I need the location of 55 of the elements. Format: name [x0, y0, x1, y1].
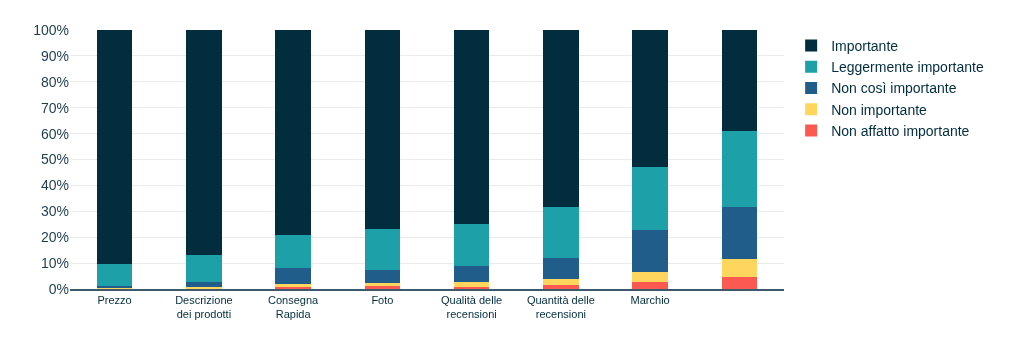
y-tick-label: 20%	[40, 229, 69, 246]
legend-label: Importante	[831, 38, 899, 55]
y-tick-label: 90%	[40, 47, 69, 64]
bar	[364, 286, 401, 289]
y-tick-label: 0%	[48, 280, 69, 297]
y-tick-label: 40%	[40, 177, 69, 194]
bar	[453, 286, 490, 289]
x-tick-label: Marchio	[630, 293, 670, 306]
bar	[721, 30, 758, 132]
y-tick-label: 30%	[40, 203, 69, 220]
bar	[453, 30, 490, 225]
bar	[364, 229, 401, 271]
legend-label: Non così importante	[831, 80, 957, 97]
bar	[543, 285, 579, 289]
bar	[453, 281, 490, 287]
x-tick-label: Foto	[371, 293, 394, 306]
y-tick-label: 10%	[40, 255, 69, 271]
bar	[721, 276, 758, 289]
bar	[543, 257, 579, 279]
bar	[543, 207, 579, 258]
bar	[364, 270, 401, 283]
x-tick-label: Quantità delle recensioni	[526, 293, 595, 321]
bar	[632, 271, 668, 283]
y-tick-label: 60%	[40, 125, 69, 142]
bar	[96, 263, 133, 286]
legend-label: Leggermente importante	[831, 59, 984, 76]
bar	[632, 230, 668, 272]
y-tick-label: 80%	[40, 73, 69, 90]
bar	[275, 30, 311, 235]
bar	[186, 30, 222, 256]
bar	[96, 30, 133, 264]
bar	[543, 278, 579, 286]
bar	[632, 282, 668, 289]
bar	[543, 30, 579, 208]
legend-label: Non importante	[831, 101, 928, 118]
y-tick-label: 100%	[33, 21, 69, 38]
bar	[632, 30, 668, 168]
bar	[632, 167, 668, 231]
x-tick-label: Prezzo	[97, 293, 132, 306]
x-tick-label: Descrizione dei prodotti	[175, 293, 233, 321]
bar	[721, 131, 758, 207]
y-tick-label: 70%	[40, 99, 69, 116]
bar	[453, 265, 490, 282]
bar	[186, 282, 222, 288]
bar	[275, 234, 311, 269]
bar	[721, 206, 758, 259]
bar	[275, 268, 311, 284]
bar	[364, 30, 401, 230]
bar	[453, 224, 490, 266]
y-tick-label: 50%	[40, 151, 69, 168]
legend-label: Non affatto importante	[831, 122, 970, 139]
bar	[186, 255, 222, 283]
bar	[721, 258, 758, 277]
x-tick-label: Qualità delle recensioni	[441, 293, 503, 321]
x-tick-label: Consegna Rapida	[268, 293, 320, 321]
